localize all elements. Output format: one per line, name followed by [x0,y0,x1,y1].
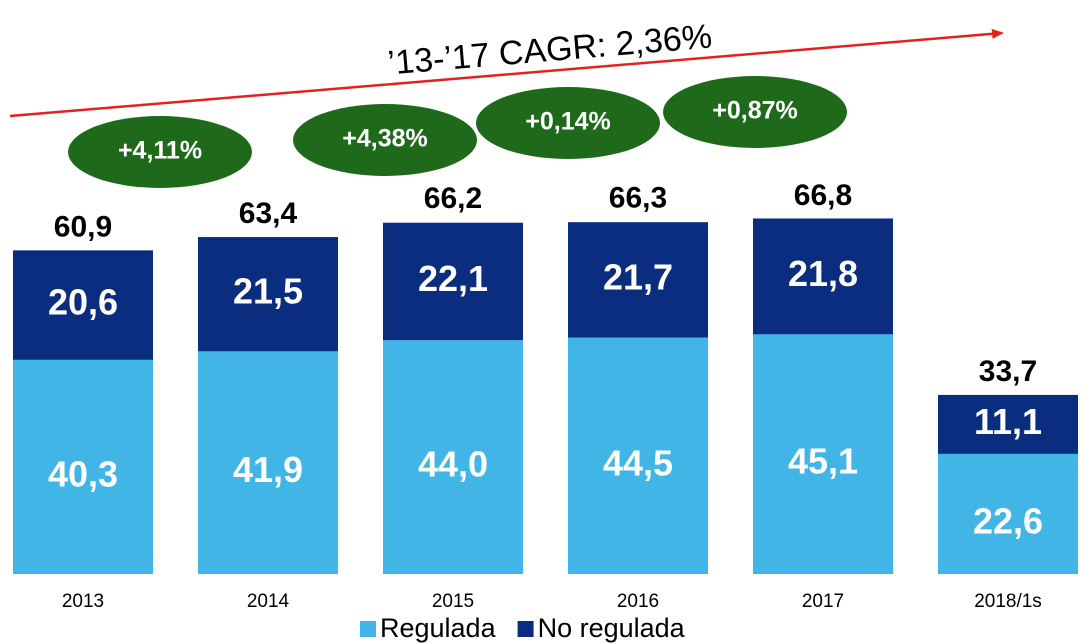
growth-bubble [68,116,252,188]
segment-label: 21,7 [603,256,673,297]
bar-segment [568,222,708,338]
growth-bubble [293,104,477,176]
segment-label: 11,1 [974,401,1042,442]
x-tick-label: 2014 [247,591,290,612]
legend-swatch [360,621,376,637]
segment-label: 44,0 [418,444,488,485]
cagr-label: ’13-’17 CAGR: 2,36% [386,17,713,82]
segment-label: 41,9 [233,449,303,490]
legend-label: Regulada [380,613,497,643]
segment-label: 40,3 [48,453,118,494]
bar-segment [13,359,153,574]
x-tick-label: 2016 [617,591,659,612]
segment-label: 21,8 [788,253,858,294]
x-tick-label: 2017 [802,591,844,612]
segment-label: 22,6 [973,500,1043,541]
growth-label: +4,11% [118,137,202,165]
growth-bubble [663,76,847,148]
bar-segment [13,250,153,360]
total-label: 66,2 [424,182,482,215]
bar-segment [938,453,1078,574]
total-label: 66,3 [609,182,667,215]
segment-label: 45,1 [788,441,858,482]
bar-segment [383,222,523,341]
x-tick-label: 2015 [432,591,474,612]
total-label: 63,4 [239,197,298,230]
bar-segment [753,218,893,335]
growth-bubble [476,87,660,159]
segment-label: 44,5 [603,442,673,483]
segment-label: 21,5 [233,271,303,312]
growth-label: +0,87% [712,97,798,125]
bar-segment [568,337,708,574]
x-tick-label: 2013 [62,591,104,612]
bar-segment [198,237,338,352]
total-label: 33,7 [979,355,1037,388]
segment-label: 20,6 [48,282,118,323]
bar-segment [938,394,1078,454]
total-label: 60,9 [54,210,112,243]
total-label: 66,8 [794,179,852,212]
bar-segment [198,351,338,574]
legend-label: No regulada [538,613,686,643]
segment-label: 22,1 [418,258,488,299]
trend-arrow [9,28,1004,118]
legend-swatch [517,621,534,637]
growth-label: +4,38% [342,125,428,153]
bar-segment [383,340,523,574]
growth-label: +0,14% [525,108,611,136]
x-tick-label: 2018/1s [974,591,1042,612]
bar-segment [753,334,893,574]
